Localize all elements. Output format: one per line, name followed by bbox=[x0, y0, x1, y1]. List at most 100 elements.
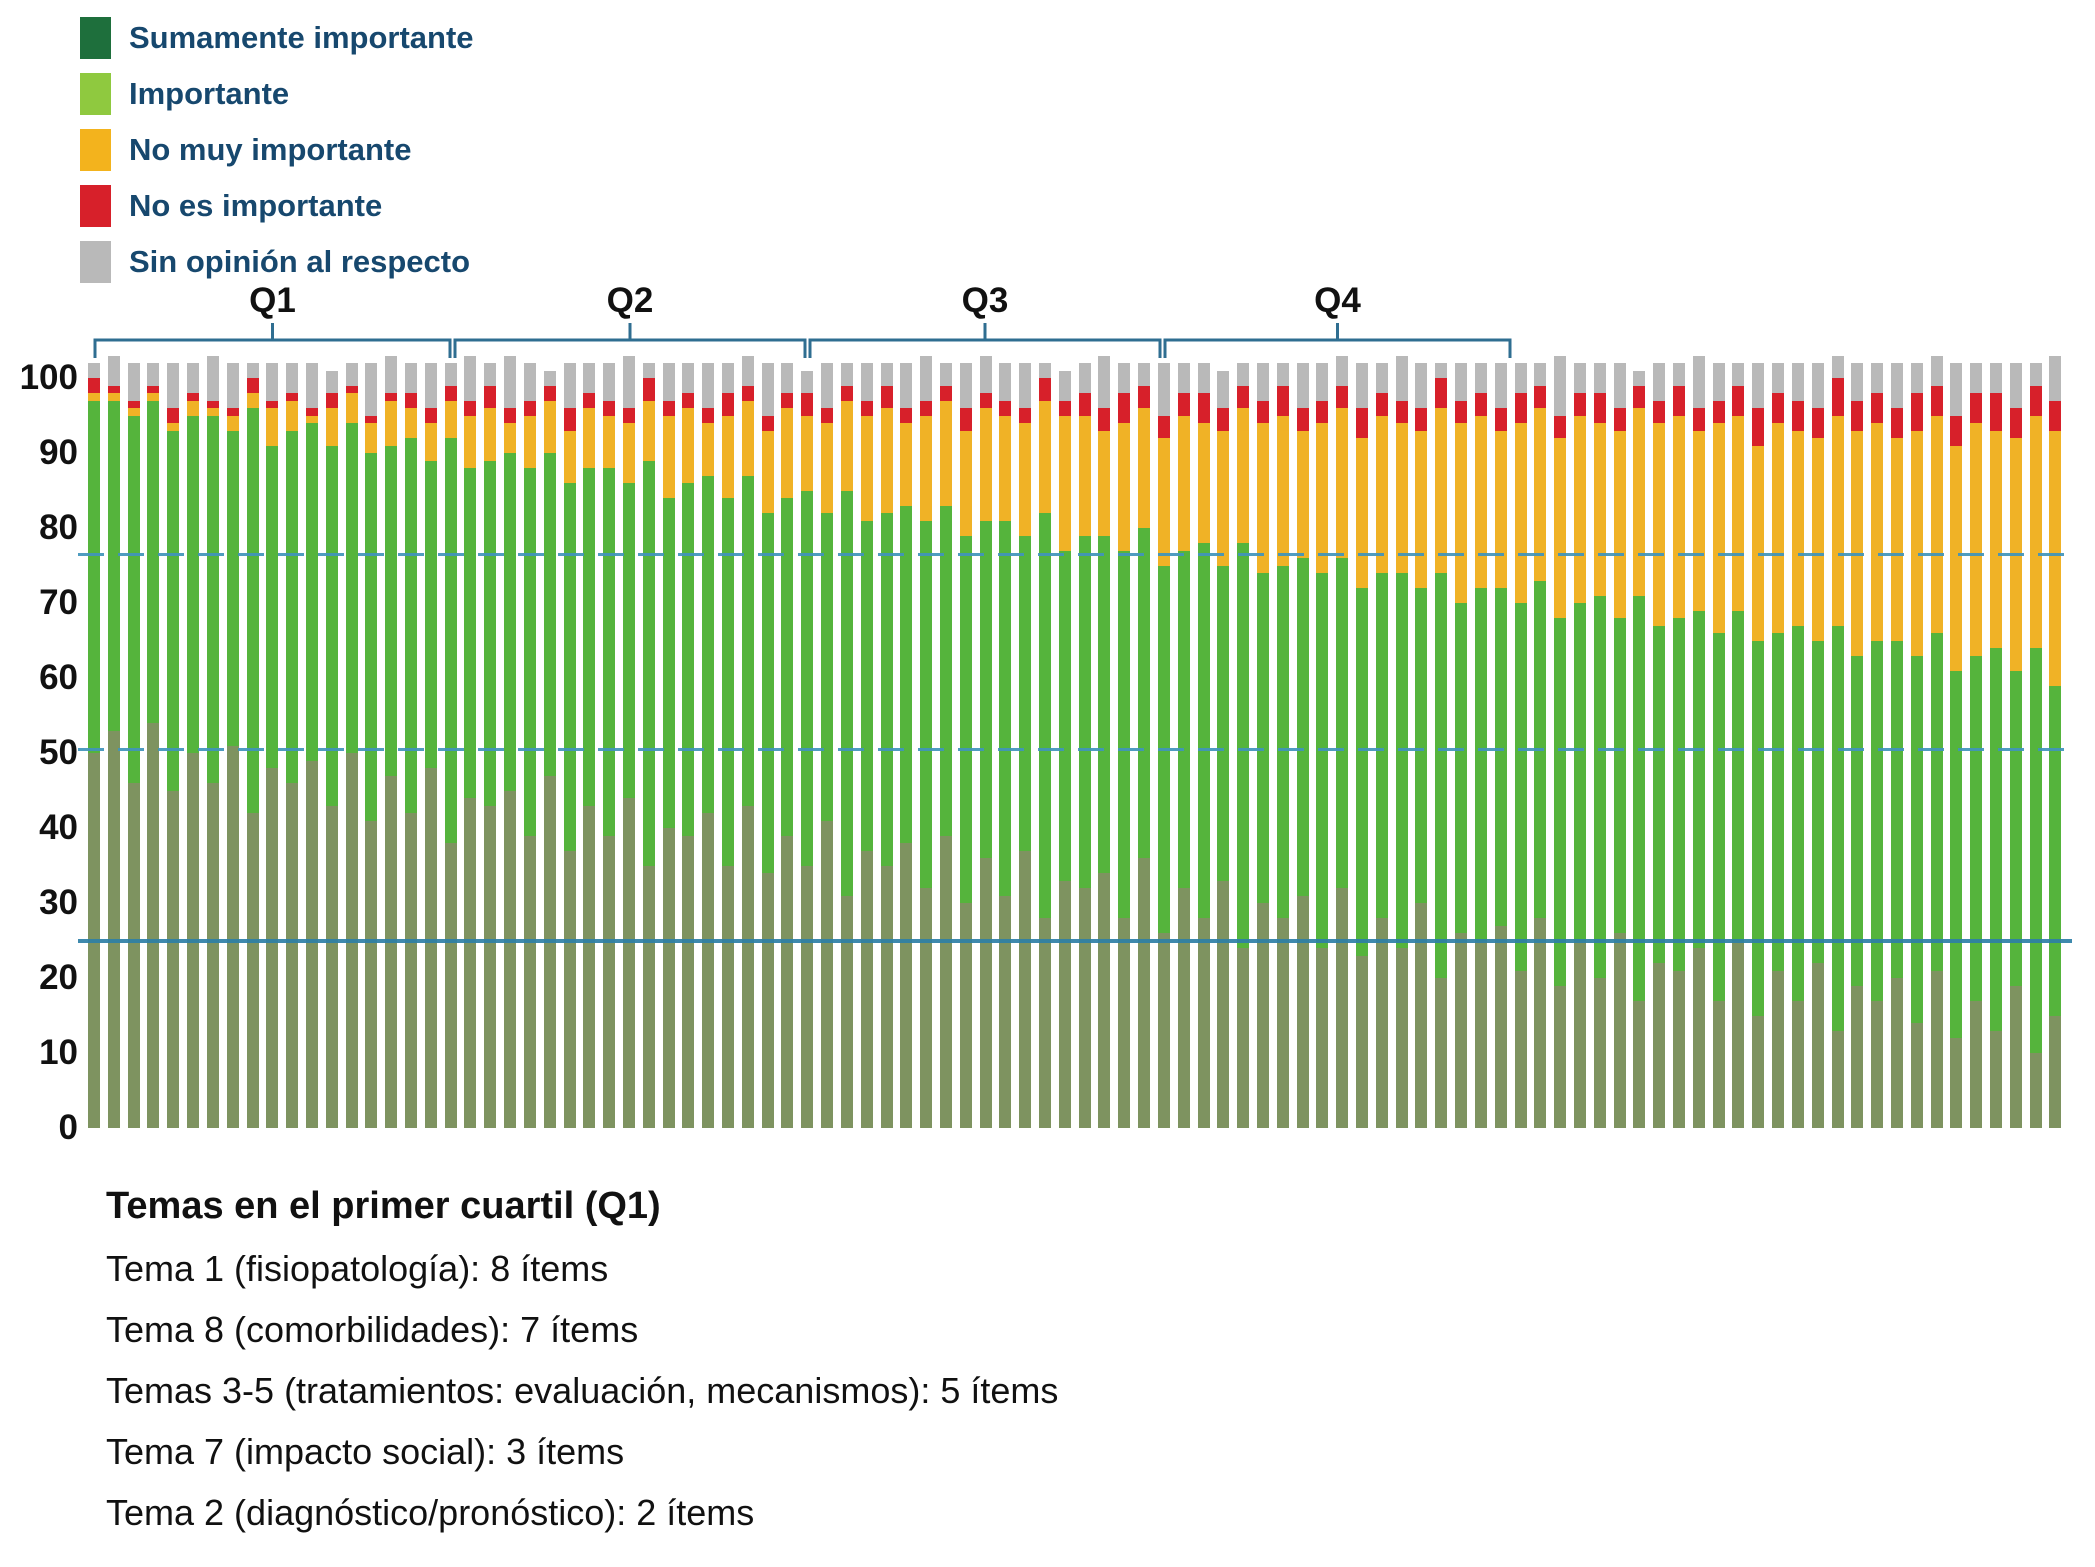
bar-segment bbox=[1217, 408, 1230, 431]
bar-segment bbox=[1791, 1000, 1804, 1128]
bar-segment bbox=[1752, 1015, 1765, 1128]
bar-segment bbox=[266, 400, 279, 408]
quartile-label-q1: Q1 bbox=[249, 281, 296, 320]
bar-segment bbox=[642, 865, 655, 1128]
bar-segment bbox=[1752, 640, 1765, 1016]
bar-segment bbox=[1336, 888, 1349, 1128]
bar-segment bbox=[781, 363, 794, 393]
bar-segment bbox=[1039, 363, 1051, 378]
bar-segment bbox=[682, 393, 695, 408]
legend-swatch-icon bbox=[80, 241, 111, 283]
stacked-bar bbox=[1375, 363, 1388, 1128]
bar-segment bbox=[365, 453, 378, 821]
bar-segment bbox=[127, 400, 140, 408]
stacked-bar bbox=[821, 363, 834, 1128]
bar-segment bbox=[1910, 393, 1923, 431]
bar-segment bbox=[107, 385, 120, 393]
bar-segment bbox=[1633, 370, 1646, 386]
bar-segment bbox=[1474, 415, 1487, 588]
bar-segment bbox=[1692, 408, 1705, 431]
stacked-bar bbox=[1098, 355, 1111, 1128]
bar-segment bbox=[642, 400, 655, 461]
bar-segment bbox=[1098, 535, 1111, 873]
bar-segment bbox=[860, 520, 873, 851]
bar-segment bbox=[1474, 393, 1487, 416]
bar-segment bbox=[1534, 580, 1547, 918]
stacked-bar bbox=[266, 363, 279, 1128]
bar-segment bbox=[464, 468, 477, 798]
bar-segment bbox=[563, 850, 576, 1128]
bar-segment bbox=[1256, 903, 1269, 1128]
bar-segment bbox=[741, 355, 754, 386]
bar-segment bbox=[642, 378, 655, 401]
legend-item: No es importante bbox=[80, 184, 474, 228]
bar-segment bbox=[840, 363, 853, 386]
bar-segment bbox=[484, 363, 497, 386]
stacked-bar bbox=[702, 363, 715, 1128]
bar-segment bbox=[1871, 393, 1884, 423]
bar-segment bbox=[1791, 430, 1804, 626]
bar-segment bbox=[1197, 543, 1210, 918]
bar-segment bbox=[2009, 438, 2022, 671]
bar-segment bbox=[979, 520, 992, 858]
bar-segment bbox=[1058, 370, 1071, 401]
bar-segment bbox=[1118, 550, 1131, 918]
stacked-bar bbox=[305, 363, 318, 1128]
bar-segment bbox=[880, 408, 893, 513]
stacked-bar bbox=[1910, 363, 1923, 1128]
bar-segment bbox=[821, 513, 834, 821]
bar-segment bbox=[722, 415, 734, 498]
bar-segment bbox=[1494, 588, 1507, 926]
bar-segment bbox=[1316, 948, 1329, 1128]
stacked-bar bbox=[226, 363, 239, 1128]
stacked-bar bbox=[1494, 363, 1507, 1128]
bar-segment bbox=[1197, 393, 1210, 423]
bar-segment bbox=[1930, 633, 1943, 971]
bar-segment bbox=[504, 408, 517, 423]
bar-segment bbox=[305, 423, 318, 761]
stacked-bar bbox=[682, 363, 695, 1128]
bar-segment bbox=[1712, 400, 1725, 423]
bar-segment bbox=[226, 415, 239, 431]
bar-segment bbox=[1336, 355, 1349, 386]
bar-segment bbox=[1019, 363, 1032, 408]
bar-segment bbox=[563, 363, 576, 408]
stacked-bar bbox=[1732, 363, 1745, 1128]
bar-segment bbox=[2049, 685, 2062, 1016]
bar-segment bbox=[444, 363, 457, 386]
stacked-bar bbox=[1673, 363, 1685, 1128]
bar-segment bbox=[999, 895, 1012, 1128]
bar-segment bbox=[147, 385, 160, 393]
stacked-bar bbox=[365, 363, 378, 1128]
bar-segment bbox=[1732, 363, 1745, 386]
bar-segment bbox=[1653, 625, 1666, 963]
bar-segment bbox=[266, 445, 279, 768]
bar-segment bbox=[1573, 363, 1586, 393]
bar-segment bbox=[1851, 655, 1864, 986]
stacked-bar bbox=[405, 363, 417, 1128]
bar-segment bbox=[1039, 513, 1051, 918]
bar-segment bbox=[405, 813, 417, 1128]
stacked-bar bbox=[662, 363, 675, 1128]
bar-segment bbox=[1336, 408, 1349, 558]
bar-segment bbox=[1157, 363, 1170, 416]
bar-segment bbox=[1890, 978, 1903, 1128]
stacked-bar bbox=[563, 363, 576, 1128]
bar-segment bbox=[2029, 648, 2042, 1053]
bar-segment bbox=[1395, 948, 1408, 1128]
bar-segment bbox=[761, 363, 774, 416]
bar-segment bbox=[1157, 933, 1170, 1128]
bar-segment bbox=[1990, 1030, 2002, 1128]
bar-segment bbox=[385, 775, 398, 1128]
stacked-bar bbox=[1712, 363, 1725, 1128]
y-tick-label: 50 bbox=[39, 733, 78, 772]
bar-segment bbox=[1455, 363, 1468, 401]
bar-segment bbox=[959, 430, 972, 536]
bar-segment bbox=[1831, 415, 1844, 626]
bar-segment bbox=[1078, 363, 1091, 393]
stacked-bar bbox=[840, 363, 853, 1128]
bar-segment bbox=[1078, 415, 1091, 536]
bar-segment bbox=[1217, 370, 1230, 408]
bar-segment bbox=[2029, 1053, 2042, 1128]
